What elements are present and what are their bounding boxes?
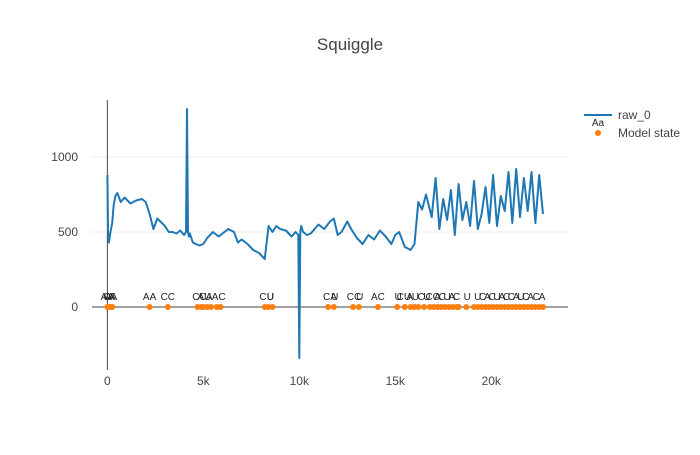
state-point-label: C	[522, 292, 529, 303]
y-tick-label: 1000	[51, 150, 78, 164]
state-point-label: CA	[103, 292, 117, 303]
model-state-point	[325, 304, 332, 310]
state-point-label: A	[513, 292, 520, 303]
state-point-label: C	[508, 292, 515, 303]
chart-title: Squiggle	[317, 35, 383, 54]
state-point-label: AU	[197, 292, 211, 303]
state-point-label: U	[517, 292, 524, 303]
y-tick-label: 0	[71, 300, 78, 314]
model-state-point	[455, 304, 462, 310]
state-point-label: A	[527, 292, 534, 303]
state-point-label: AA	[101, 292, 115, 303]
state-point-label: AC	[212, 292, 226, 303]
state-point-label: AC	[371, 292, 385, 303]
state-point-label: C	[479, 292, 486, 303]
state-point-label: U	[493, 292, 500, 303]
state-point-label: A	[539, 292, 546, 303]
state-point-label: A	[109, 292, 116, 303]
series-layer	[104, 108, 547, 359]
state-point-label: U	[331, 292, 338, 303]
x-tick-label: 20k	[482, 374, 502, 388]
state-point-label: U	[267, 292, 274, 303]
state-point-label: C	[503, 292, 510, 303]
state-point-label: A	[406, 292, 413, 303]
legend[interactable]: raw_0 Aa Model state	[584, 108, 680, 140]
model-state-point	[146, 304, 153, 310]
state-point-label: U	[443, 292, 450, 303]
model-state-point	[217, 304, 224, 310]
model-state-point	[208, 304, 214, 310]
model-state-point	[374, 304, 381, 310]
legend-raw-label: raw_0	[618, 108, 651, 122]
model-state-point	[330, 304, 337, 310]
model-state-point	[463, 304, 470, 310]
model-state-point	[401, 304, 408, 310]
state-point-label: U	[395, 292, 402, 303]
state-point-label: CC	[192, 292, 206, 303]
model-state-point	[269, 304, 276, 310]
state-point-label: A	[105, 292, 112, 303]
x-tick-label: 10k	[290, 374, 310, 388]
state-point-label: CU	[397, 292, 411, 303]
model-state-point	[394, 304, 401, 310]
state-point-label: A	[498, 292, 505, 303]
state-point-label: U	[412, 292, 419, 303]
legend-raw-sublabel: Aa	[592, 118, 605, 129]
state-point-label: A	[434, 292, 441, 303]
state-point-label: CC	[161, 292, 175, 303]
model-state-point	[164, 304, 171, 310]
state-point-label: A	[206, 292, 213, 303]
state-point-label: CU	[259, 292, 273, 303]
state-point-label: U	[464, 292, 471, 303]
legend-state-swatch	[595, 130, 601, 136]
model-state-point	[540, 304, 547, 310]
raw-signal-line	[106, 108, 544, 359]
state-point-label: C	[418, 292, 425, 303]
state-point-label: U	[423, 292, 430, 303]
y-tick-label: 500	[58, 225, 78, 239]
x-tick-label: 5k	[197, 374, 211, 388]
model-state-point	[421, 304, 428, 310]
state-point-label: C	[489, 292, 496, 303]
state-point-label: CA	[323, 292, 337, 303]
x-tick-label: 15k	[386, 374, 406, 388]
state-point-label: CC	[425, 292, 439, 303]
state-point-label: C	[533, 292, 540, 303]
x-tick-label: 0	[104, 374, 111, 388]
state-point-label: U	[474, 292, 481, 303]
model-state-point	[415, 304, 422, 310]
state-point-label: AA	[143, 292, 157, 303]
axes: 0 500 1000 0 5k 10k 15k 20k	[51, 100, 568, 388]
state-point-label: C	[439, 292, 446, 303]
model-state-point	[109, 304, 116, 310]
state-point-label: CC	[347, 292, 361, 303]
state-point-label: A	[449, 292, 456, 303]
legend-state-label: Model state	[618, 126, 680, 140]
state-point-label: A	[484, 292, 491, 303]
model-state-point	[350, 304, 357, 310]
state-point-label: U	[356, 292, 363, 303]
state-point-label: C	[453, 292, 460, 303]
model-state-point	[355, 304, 362, 310]
